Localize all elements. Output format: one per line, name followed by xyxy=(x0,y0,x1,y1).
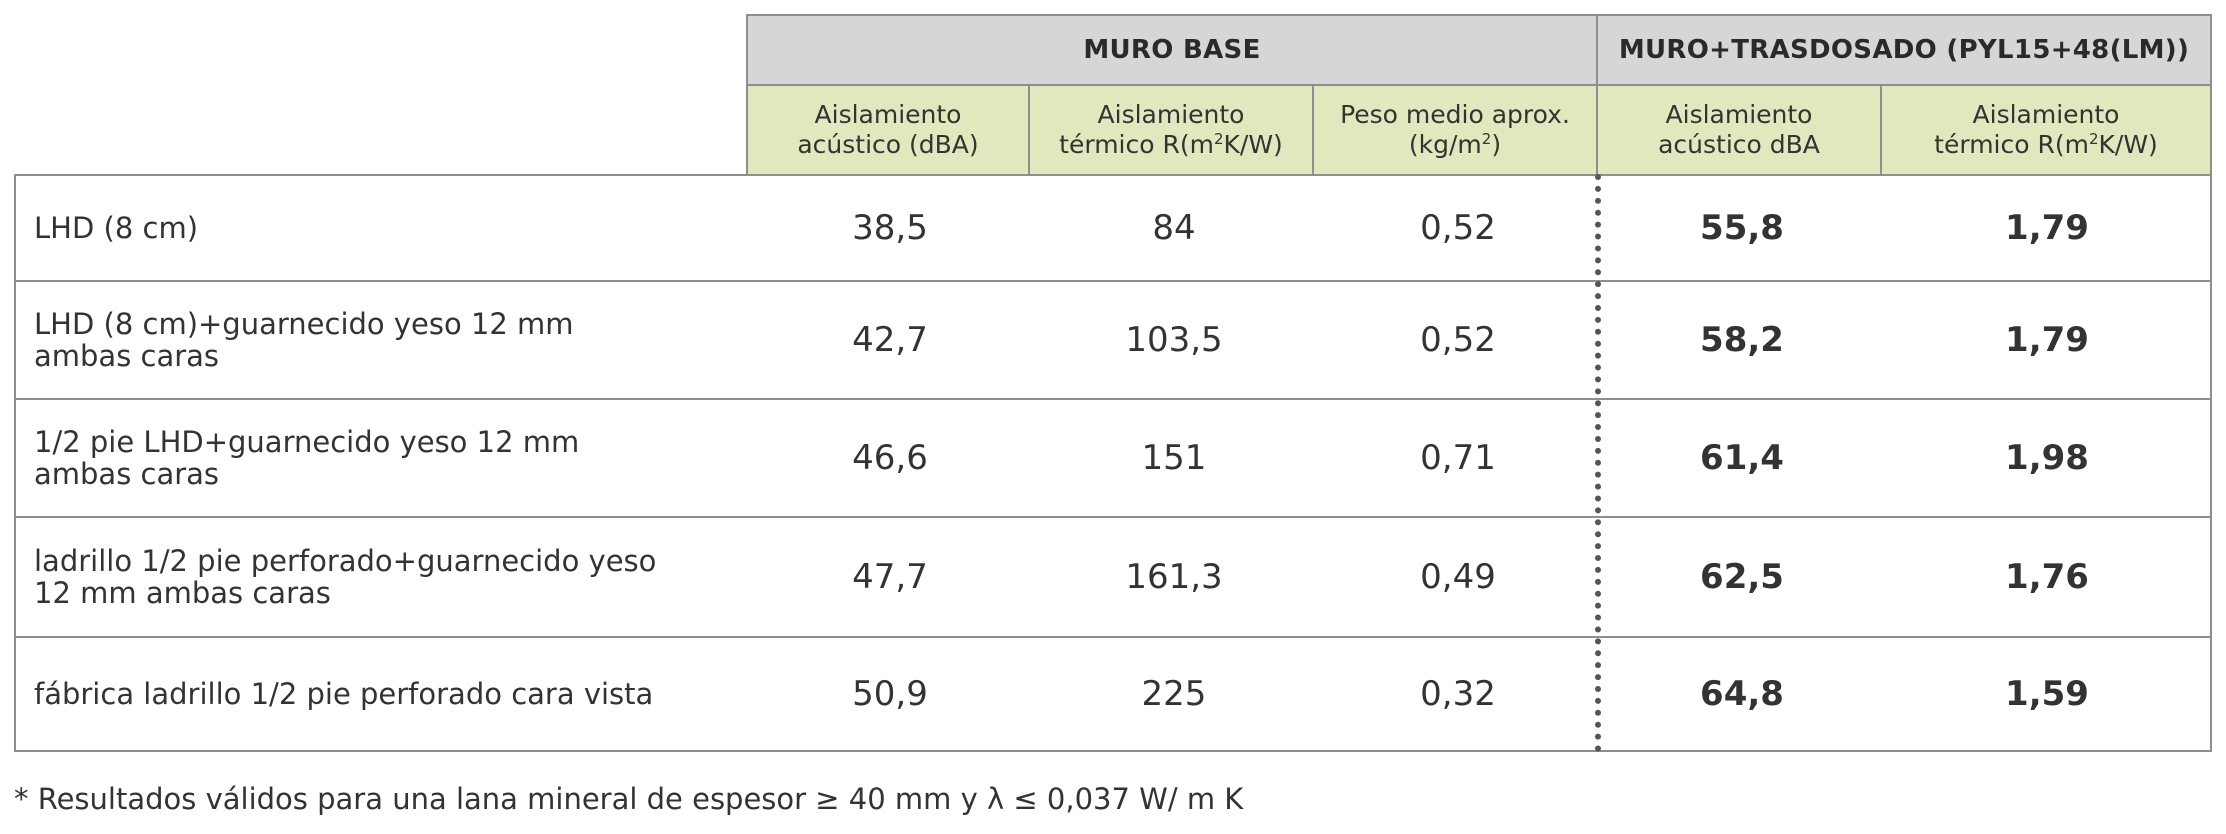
row-label: fábrica ladrillo 1/2 pie perforado cara … xyxy=(34,677,654,711)
cell-acustico-base: 42,7 xyxy=(852,320,928,360)
column-header-line1: Aislamiento xyxy=(1972,100,2120,129)
column-header-line2: acústico dBA xyxy=(1658,130,1820,159)
cell-termico-base: 84 xyxy=(1152,208,1196,248)
row-label: 1/2 pie LHD+guarnecido yeso 12 mm ambas c… xyxy=(34,425,580,491)
table-row: LHD (8 cm) 38,5 84 0,52 55,8 1,79 xyxy=(16,176,2210,282)
column-header-line1: Aislamiento xyxy=(1097,100,1245,129)
column-header-line2: (kg/m2) xyxy=(1408,130,1502,159)
cell-acustico-base: 38,5 xyxy=(852,208,928,248)
column-header-aislamiento-termico-base: Aislamiento térmico R(m2K/W) xyxy=(1030,86,1314,176)
group-header-muro-trasdosado: MURO+TRASDOSADO (PYL15+48(LM)) xyxy=(1598,14,2212,86)
table-row: ladrillo 1/2 pie perforado+guarnecido ye… xyxy=(16,518,2210,638)
table-row: LHD (8 cm)+guarnecido yeso 12 mm ambas ca… xyxy=(16,282,2210,400)
column-header-peso-medio: Peso medio aprox. (kg/m2) xyxy=(1314,86,1598,176)
row-label: ladrillo 1/2 pie perforado+guarnecido ye… xyxy=(34,544,657,610)
data-table: LHD (8 cm) 38,5 84 0,52 55,8 1,79 LHD (8… xyxy=(14,174,2212,752)
group-separator xyxy=(1595,174,1601,752)
table-row: 1/2 pie LHD+guarnecido yeso 12 mm ambas c… xyxy=(16,400,2210,518)
cell-termico-trasdosado: 1,76 xyxy=(2005,557,2089,597)
cell-acustico-base: 47,7 xyxy=(852,557,928,597)
cell-termico-base: 103,5 xyxy=(1125,320,1223,360)
cell-acustico-base: 50,9 xyxy=(852,674,928,714)
table-row: fábrica ladrillo 1/2 pie perforado cara … xyxy=(16,638,2210,750)
cell-acustico-trasdosado: 58,2 xyxy=(1700,320,1784,360)
column-header-line1: Aislamiento xyxy=(814,100,962,129)
column-header-line1: Peso medio aprox. xyxy=(1340,100,1570,129)
cell-acustico-trasdosado: 62,5 xyxy=(1700,557,1784,597)
cell-termico-base: 151 xyxy=(1141,438,1207,478)
column-header-line2: térmico R(m2K/W) xyxy=(1059,130,1283,159)
group-header-muro-base: MURO BASE xyxy=(746,14,1598,86)
footnote: * Resultados válidos para una lana miner… xyxy=(14,782,1244,816)
column-header-line1: Aislamiento xyxy=(1665,100,1813,129)
cell-termico-trasdosado: 1,79 xyxy=(2005,320,2089,360)
cell-termico-base: 161,3 xyxy=(1125,557,1223,597)
column-header-aislamiento-acustico-base: Aislamiento acústico (dBA) xyxy=(746,86,1030,176)
cell-acustico-base: 46,6 xyxy=(852,438,928,478)
cell-termico-base: 225 xyxy=(1141,674,1207,714)
row-label: LHD (8 cm)+guarnecido yeso 12 mm ambas ca… xyxy=(34,307,574,373)
cell-acustico-trasdosado: 61,4 xyxy=(1700,438,1784,478)
cell-peso-medio: 0,32 xyxy=(1420,674,1496,714)
cell-termico-trasdosado: 1,79 xyxy=(2005,208,2089,248)
cell-termico-trasdosado: 1,59 xyxy=(2005,674,2089,714)
cell-peso-medio: 0,71 xyxy=(1420,438,1496,478)
group-header-muro-trasdosado-label: MURO+TRASDOSADO (PYL15+48(LM)) xyxy=(1618,35,2190,65)
column-header-line2: térmico R(m2K/W) xyxy=(1934,130,2158,159)
cell-peso-medio: 0,52 xyxy=(1420,208,1496,248)
row-label: LHD (8 cm) xyxy=(34,211,199,245)
cell-peso-medio: 0,49 xyxy=(1420,557,1496,597)
column-header-line2: acústico (dBA) xyxy=(797,130,979,159)
column-header-aislamiento-termico-trasdosado: Aislamiento térmico R(m2K/W) xyxy=(1882,86,2212,176)
cell-acustico-trasdosado: 55,8 xyxy=(1700,208,1784,248)
cell-termico-trasdosado: 1,98 xyxy=(2005,438,2089,478)
group-header-muro-base-label: MURO BASE xyxy=(1083,35,1261,65)
cell-peso-medio: 0,52 xyxy=(1420,320,1496,360)
column-header-aislamiento-acustico-trasdosado: Aislamiento acústico dBA xyxy=(1598,86,1882,176)
cell-acustico-trasdosado: 64,8 xyxy=(1700,674,1784,714)
